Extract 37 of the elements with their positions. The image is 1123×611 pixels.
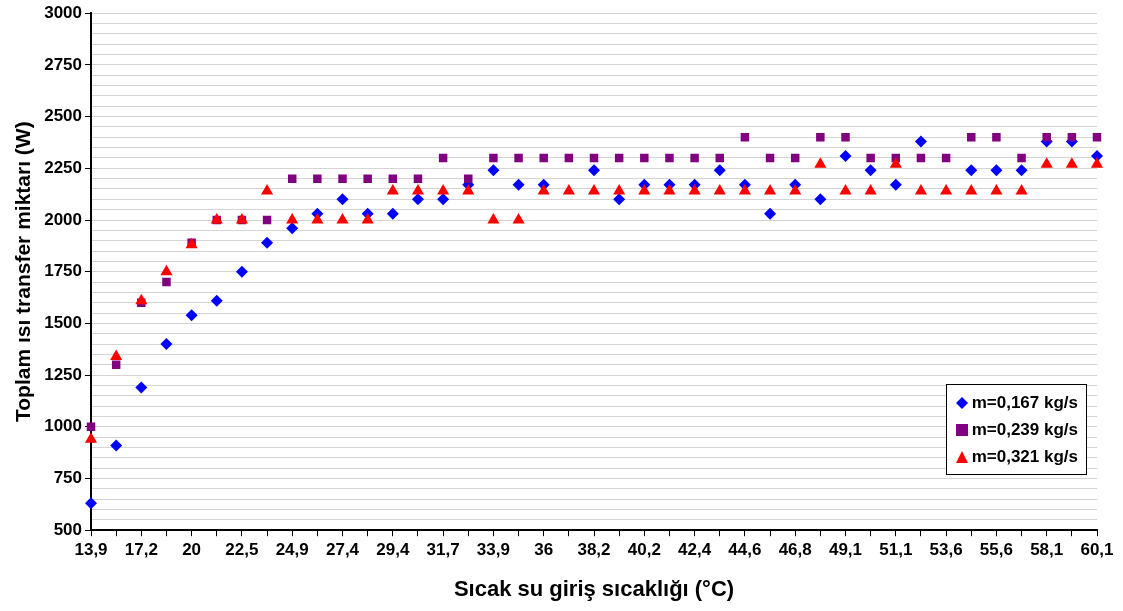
y-tick-label: 2500 — [44, 106, 83, 126]
x-tick-label: 27,4 — [325, 540, 360, 560]
legend-label: m=0,321 kg/s — [971, 446, 1078, 467]
x-tick-label: 40,2 — [627, 540, 661, 560]
x-tick-label: 17,2 — [124, 540, 158, 560]
x-tick-label: 24,9 — [275, 540, 309, 560]
x-tick-label: 55,6 — [979, 540, 1013, 560]
y-tick-label: 500 — [53, 519, 83, 539]
x-tick-label: 33,9 — [476, 540, 510, 560]
x-tick-label: 53,6 — [929, 540, 963, 560]
legend-label: m=0,167 kg/s — [971, 392, 1078, 413]
y-tick-label: 1250 — [44, 364, 83, 384]
x-tick-label: 29,4 — [376, 540, 410, 560]
x-tick-label: 31,7 — [426, 540, 460, 560]
x-tick-label: 51,1 — [879, 540, 913, 560]
y-tick-label: 750 — [53, 468, 83, 488]
y-tick-label: 2000 — [44, 209, 83, 229]
x-tick-label: 60,1 — [1080, 540, 1114, 560]
legend-label: m=0,239 kg/s — [971, 419, 1078, 440]
x-tick-label: 20 — [182, 540, 202, 560]
y-axis-title: Toplam ısı transfer miktarı (W) — [11, 121, 35, 423]
y-tick-label: 1500 — [44, 313, 83, 333]
y-tick-label: 2250 — [44, 157, 83, 177]
x-tick-label: 44,6 — [728, 540, 762, 560]
y-tick-label: 1750 — [44, 261, 83, 281]
x-tick-label: 42,4 — [678, 540, 712, 560]
x-tick-label: 13,9 — [74, 540, 108, 560]
x-tick-label: 36 — [534, 540, 554, 560]
x-tick-label: 38,2 — [577, 540, 611, 560]
y-tick-label: 1000 — [44, 416, 83, 436]
x-tick-label: 49,1 — [828, 540, 863, 560]
x-tick-label: 22,5 — [225, 540, 259, 560]
x-axis-title: Sıcak su giriş sıcaklığı (°C) — [453, 575, 735, 601]
y-tick-label: 2750 — [44, 54, 83, 74]
y-tick-label: 3000 — [44, 2, 83, 22]
x-tick-label: 58,1 — [1030, 540, 1064, 560]
x-tick-label: 46,8 — [778, 540, 812, 560]
